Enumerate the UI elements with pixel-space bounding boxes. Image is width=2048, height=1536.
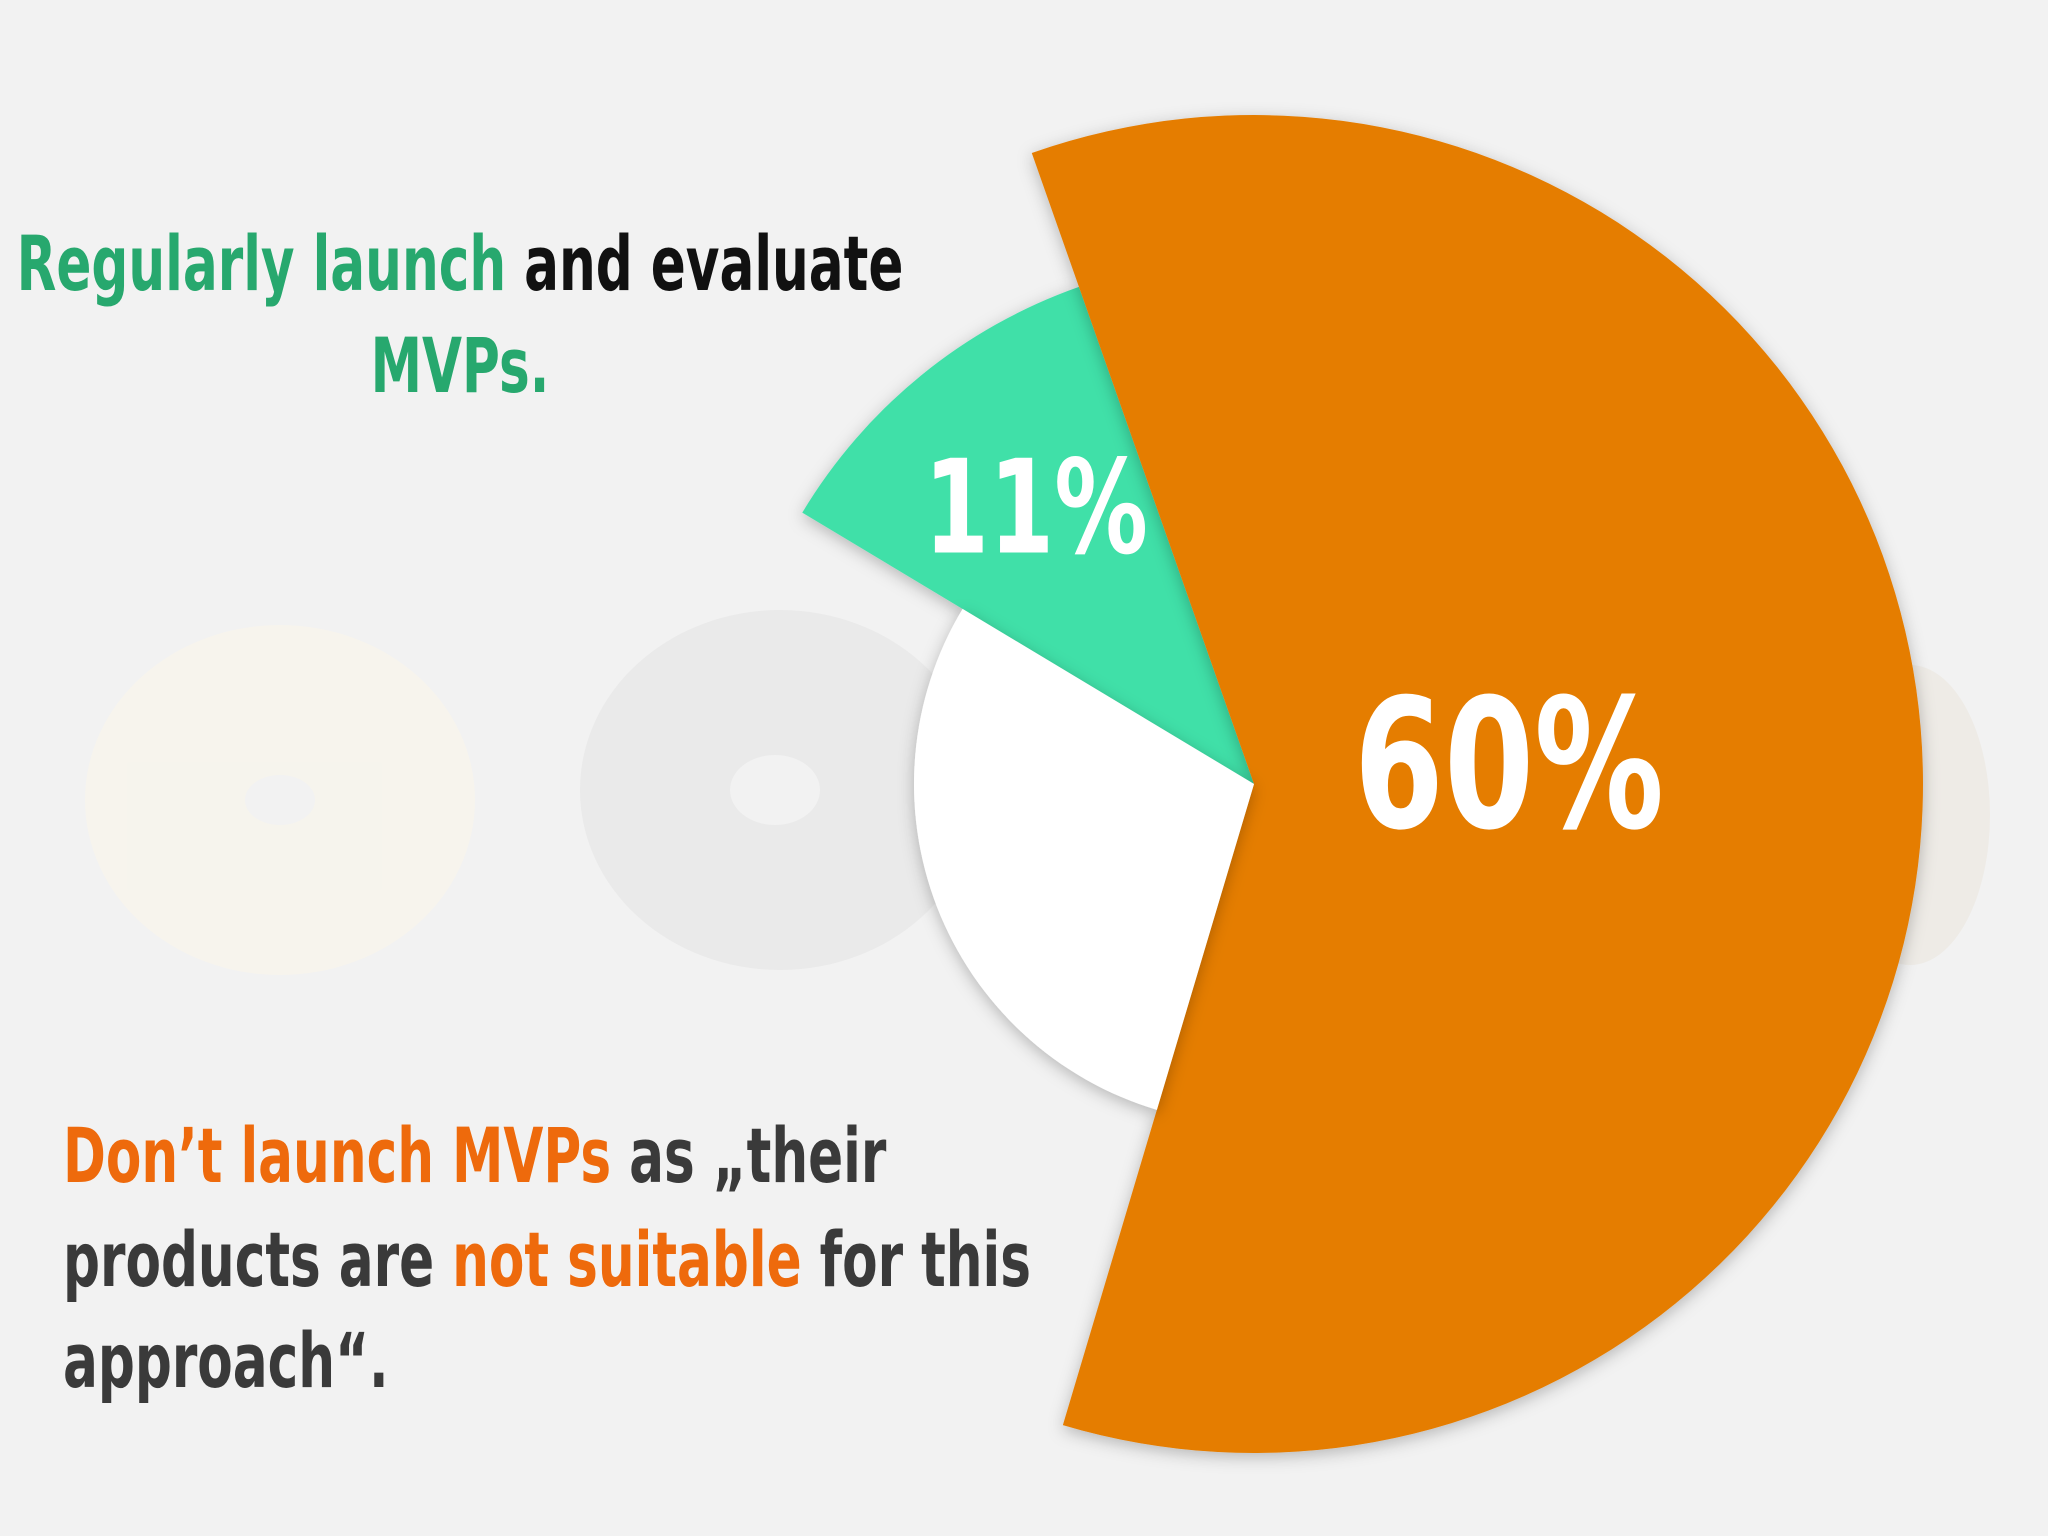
annotation-part: not suitable	[452, 1217, 802, 1305]
annotation-line: MVPs.	[371, 323, 550, 411]
annotation-part: MVPs.	[371, 323, 550, 411]
annotation-text: Regularly launch and evaluate	[17, 221, 904, 309]
pie-slice	[1031, 114, 1923, 1454]
annotations: Regularly launch and evaluate MVPs. Don’t …	[17, 221, 1031, 1406]
annotation-line: Regularly launch and evaluate	[17, 221, 904, 309]
annotation-text: MVPs.	[371, 323, 550, 411]
annotation-part: Regularly launch	[17, 221, 507, 309]
annotation-part: products are	[63, 1217, 452, 1305]
annotation-part: Don’t launch MVPs	[63, 1113, 611, 1201]
pie: 11% 60%	[802, 114, 1923, 1454]
annotation-text: products are not suitable for this	[63, 1217, 1031, 1305]
annotation-part: for this	[802, 1217, 1031, 1305]
slice-label: 60%	[1354, 660, 1664, 870]
annotation-part: approach“.	[63, 1318, 389, 1406]
pie-slice	[802, 286, 1254, 784]
annotation-part: as „their	[611, 1113, 886, 1201]
annotation-part: and evaluate	[506, 221, 903, 309]
annotation-line: approach“.	[63, 1318, 389, 1406]
slice-label: 11%	[924, 432, 1148, 584]
annotation-line: products are not suitable for this	[63, 1217, 1031, 1305]
annotation-line: Don’t launch MVPs as „their	[63, 1113, 886, 1201]
annotation-text: Don’t launch MVPs as „their	[63, 1113, 886, 1201]
annotation-text: approach“.	[63, 1318, 389, 1406]
pie-slice	[914, 608, 1254, 1110]
